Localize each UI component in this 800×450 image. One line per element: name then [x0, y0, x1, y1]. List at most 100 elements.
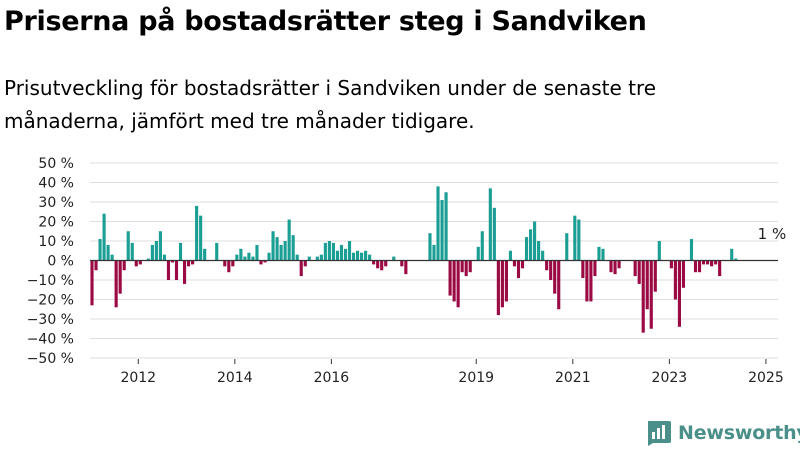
page-subtitle: Prisutveckling för bostadsrätter i Sandv…: [4, 76, 657, 133]
bar: [114, 260, 118, 308]
bar: [259, 260, 263, 265]
bar: [267, 252, 271, 261]
bar: [500, 260, 504, 308]
bar: [520, 260, 525, 269]
y-tick-label: 20 %: [38, 215, 74, 231]
bar: [130, 242, 134, 261]
bar: [106, 244, 110, 261]
y-tick-label: 10 %: [38, 234, 74, 250]
bar: [174, 260, 179, 280]
bar: [734, 258, 738, 261]
bar: [718, 260, 722, 277]
bar: [669, 260, 673, 269]
bar: [545, 260, 549, 271]
bar: [392, 256, 396, 261]
bar: [199, 215, 203, 261]
bar: [524, 237, 529, 261]
y-tick-label: −10 %: [27, 273, 74, 289]
bar: [239, 248, 243, 261]
bar: [549, 260, 553, 280]
bar: [215, 242, 219, 261]
bar: [150, 244, 154, 261]
bar: [649, 260, 653, 329]
bar: [400, 260, 404, 267]
bar: [335, 250, 340, 261]
bar: [251, 256, 255, 261]
bar: [102, 213, 106, 261]
bar: [368, 254, 372, 261]
bar: [657, 241, 661, 261]
bar: [98, 239, 102, 261]
bar: [585, 260, 589, 302]
bar: [464, 260, 468, 277]
bar: [191, 260, 195, 265]
bar: [613, 260, 617, 275]
bar: [589, 260, 593, 302]
bar: [235, 254, 239, 261]
bar: [380, 260, 384, 271]
y-tick-label: 40 %: [38, 176, 74, 192]
bar: [263, 260, 267, 263]
bar: [573, 215, 577, 261]
bar: [376, 260, 380, 269]
bar: [730, 248, 734, 261]
bar: [533, 221, 537, 261]
bar: [677, 260, 681, 327]
bar: [597, 246, 601, 261]
bar: [343, 248, 348, 261]
bar: [508, 250, 513, 261]
latest-value-annotation: 1 %: [758, 225, 787, 243]
x-tick-label: 2016: [314, 370, 350, 386]
bar: [504, 260, 508, 302]
bar: [227, 260, 231, 273]
bar: [166, 260, 171, 280]
x-tick-label: 2019: [458, 370, 494, 386]
bar: [404, 260, 408, 275]
bar: [440, 200, 444, 261]
bar: [291, 235, 295, 261]
bar: [681, 260, 686, 288]
bar-chart: 50 % 40 % 30 % 20 % 10 % 0 % −10 % −20 % −30 % −4…: [27, 156, 787, 386]
bar: [146, 258, 150, 261]
x-tick-label: 2012: [120, 370, 156, 386]
bar: [315, 256, 319, 261]
bar: [158, 231, 162, 261]
bar: [593, 260, 597, 277]
bar: [492, 207, 496, 261]
bar: [247, 252, 251, 261]
bar: [448, 260, 452, 296]
bar: [295, 254, 299, 261]
bar: [287, 219, 291, 261]
bar: [701, 260, 706, 265]
bar: [351, 252, 356, 261]
bar: [223, 260, 227, 267]
bar: [601, 248, 605, 261]
bar: [581, 260, 585, 279]
bar: [456, 260, 460, 308]
bar: [673, 260, 677, 300]
bar: [528, 229, 533, 261]
bar: [697, 260, 702, 273]
bar: [279, 244, 283, 261]
bar: [436, 186, 440, 261]
bar: [460, 260, 464, 273]
bar: [347, 241, 352, 261]
bar: [170, 260, 175, 263]
bar: [323, 242, 327, 261]
bar: [275, 237, 279, 261]
y-tick-label: 30 %: [38, 195, 74, 211]
bar: [303, 260, 307, 267]
y-tick-label: 50 %: [38, 156, 74, 172]
bar: [203, 248, 207, 261]
bar: [243, 256, 247, 261]
bar: [476, 246, 480, 261]
bar: [255, 244, 259, 261]
bar: [468, 260, 472, 273]
page-title: Priserna på bostadsrätter steg i Sandvik…: [4, 6, 647, 37]
bar: [154, 241, 158, 261]
bar: [641, 260, 645, 333]
bar: [617, 260, 621, 269]
bar: [110, 254, 114, 261]
bar: [364, 250, 368, 261]
bar: [541, 250, 545, 261]
